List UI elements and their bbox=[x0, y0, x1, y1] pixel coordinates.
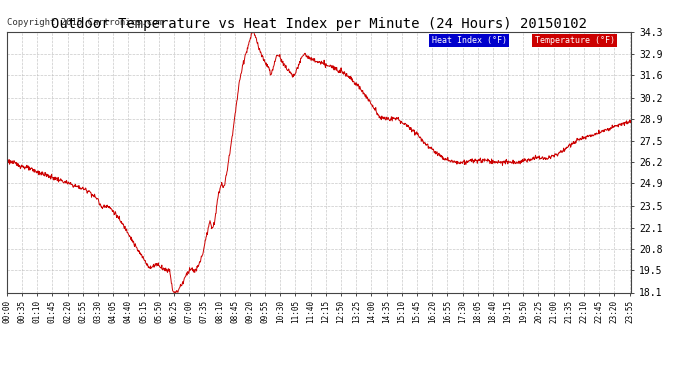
Text: Temperature (°F): Temperature (°F) bbox=[535, 36, 615, 45]
Text: Copyright 2015 Cartronics.com: Copyright 2015 Cartronics.com bbox=[7, 18, 163, 27]
Title: Outdoor Temperature vs Heat Index per Minute (24 Hours) 20150102: Outdoor Temperature vs Heat Index per Mi… bbox=[51, 17, 587, 31]
Text: Heat Index (°F): Heat Index (°F) bbox=[431, 36, 506, 45]
